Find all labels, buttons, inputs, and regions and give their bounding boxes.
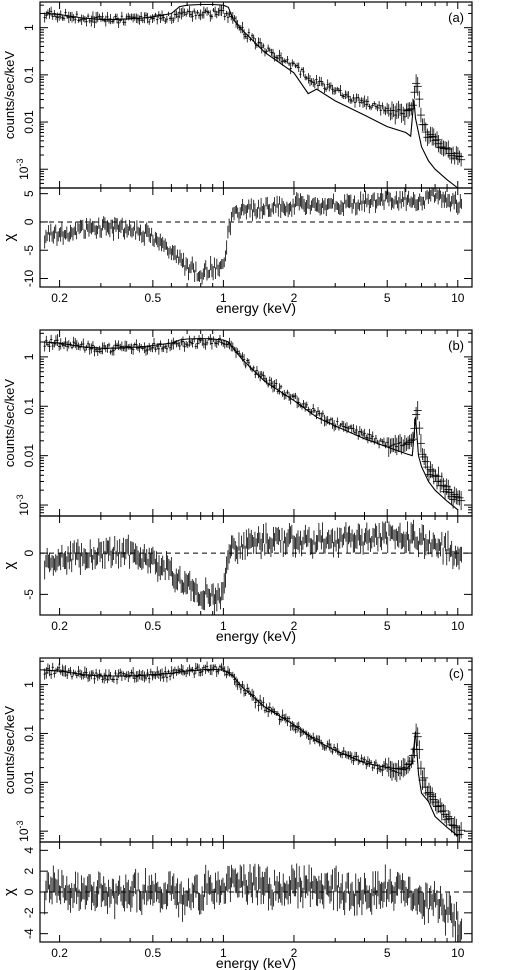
x-tick-label: 10 [451,946,465,960]
y-tick-label: 0.01 [22,110,36,134]
y-tick-label: 10-3 [15,159,31,180]
y-tick-exponent: -3 [15,159,25,167]
y-tick-label: 0 [22,888,36,895]
y-tick-label: 1 [22,353,36,360]
x-tick-label: 10 [451,291,465,305]
x-tick-label: 2 [291,946,298,960]
y-tick-label: 0.1 [22,66,36,83]
y-tick-label: -4 [22,928,36,939]
residual-y-label: χ [1,561,18,569]
x-tick-label: 1 [220,619,227,633]
y-tick-label: 0.01 [22,444,36,468]
residual-frame [39,187,473,288]
y-tick-label: 1 [22,24,36,31]
x-tick-label: 0.5 [145,619,162,633]
y-tick-label: 0.1 [22,398,36,415]
x-tick-label: 2 [291,291,298,305]
x-tick-label: 2 [291,619,298,633]
x-tick-label: 1 [220,291,227,305]
spectrum-y-label: counts/sec/keV [2,706,17,794]
x-tick-label: 1 [220,946,227,960]
spectrum-y-label: counts/sec/keV [2,51,17,139]
data-points [43,4,466,167]
y-tick-label: -10 [22,270,36,288]
residual-y-label: χ [1,888,18,896]
spectrum-frame [39,329,473,517]
y-tick-label: 0.01 [22,770,36,794]
residual-frame [39,515,473,616]
y-tick-label: 0.1 [22,725,36,742]
data-points [43,334,466,511]
spectrum-y-label: counts/sec/keV [2,379,17,467]
panel-label: (a) [448,10,464,25]
residual-points [44,519,462,615]
spectrum-frame [39,1,473,189]
residual-y-label: χ [1,233,18,241]
x-tick-label: 0.2 [51,946,68,960]
y-tick-exponent: -3 [15,820,25,828]
y-tick-label: 1 [22,681,36,688]
model-line [42,3,459,189]
x-tick-label: 0.5 [145,291,162,305]
x-axis-label: energy (keV) [216,955,296,970]
panel-label: (b) [448,338,464,353]
residual-points [44,188,462,285]
data-points [43,661,466,842]
x-axis-label: energy (keV) [216,300,296,316]
x-tick-label: 0.2 [51,291,68,305]
y-tick-label: 5 [22,190,36,197]
x-tick-label: 5 [384,619,391,633]
panel-label: (c) [449,666,464,681]
x-tick-label: 5 [384,291,391,305]
model-line [42,337,459,511]
y-tick-label: 2 [22,868,36,875]
y-tick-label: 0 [22,549,36,556]
y-tick-label: 10-3 [15,494,31,515]
x-axis-label: energy (keV) [216,628,296,644]
y-tick-label: -2 [22,907,36,918]
residual-points [44,863,462,942]
y-tick-label: -5 [22,589,36,600]
x-tick-label: 10 [451,619,465,633]
x-tick-label: 0.2 [51,619,68,633]
x-tick-label: 0.5 [145,946,162,960]
spectrum-frame [39,657,473,843]
y-tick-label: -5 [22,245,36,256]
y-tick-exponent: -3 [15,494,25,502]
y-tick-label: 0 [22,218,36,225]
y-tick-label: 4 [22,847,36,854]
x-tick-label: 5 [384,946,391,960]
y-tick-label: 10-3 [15,820,31,841]
